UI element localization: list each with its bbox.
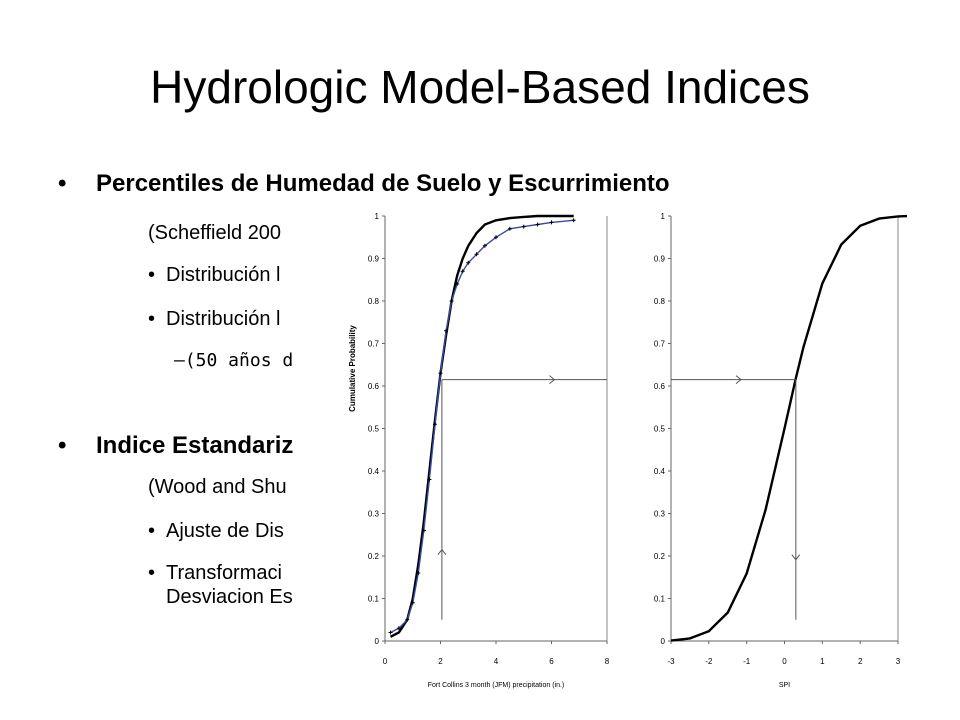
y-tick-label: 0.1	[368, 595, 380, 604]
sub-bullet-desviacion: Desviacion Es	[166, 586, 293, 608]
bullet-text: Ajuste de Dis	[166, 520, 284, 542]
x-tick-label: 8	[605, 657, 610, 666]
y-tick-label: 0.6	[654, 382, 666, 391]
slide-title: Hydrologic Model-Based Indices	[150, 61, 810, 113]
y-tick-label: 0.9	[368, 255, 380, 264]
y-tick-label: 0.3	[368, 510, 380, 519]
bullet-text: Distribución l	[166, 308, 281, 330]
guide-arrowhead	[549, 375, 556, 385]
y-tick-label: 0.8	[654, 297, 666, 306]
y-tick-label: 0.7	[654, 340, 666, 349]
ref-wood: (Wood and Shu	[148, 476, 287, 498]
bullet-text: Percentiles de Humedad de Suelo y Escurr…	[96, 170, 670, 197]
bullet-percentiles: • Percentiles de Humedad de Suelo y Escur…	[58, 170, 670, 198]
x-tick-label: 0	[782, 657, 787, 666]
guide-arrowhead	[735, 375, 742, 385]
bullet-dot: •	[148, 562, 156, 584]
y-tick-label: 0.7	[368, 340, 380, 349]
cdf-figure: 0 0.1 0.2 0.3 0.4 0.5 0.6 0.7 0.8 0.9 1 0 2 4 6 8 Fort C…	[343, 203, 910, 705]
spi-cdf-line	[670, 214, 910, 642]
y-tick-label: 0.6	[368, 382, 380, 391]
bullet-text: Indice Estandariz	[96, 432, 294, 459]
bullet-dot: •	[148, 264, 156, 286]
x-tick-label: -3	[667, 657, 675, 666]
x-tick-label: 0	[383, 657, 388, 666]
y-axis-label: Cumulative Probability	[348, 325, 357, 412]
y-tick-label: 0.3	[654, 510, 666, 519]
x-tick-label: 1	[820, 657, 825, 666]
y-tick-label: 0	[375, 637, 380, 646]
y-tick-label: 0.5	[368, 425, 380, 434]
sub-bullet-distribucion-2: • Distribución l	[148, 308, 280, 331]
x-tick-label: 2	[858, 657, 863, 666]
fitted-cdf-line	[389, 214, 574, 638]
guide-arrowhead	[791, 554, 801, 561]
y-tick-label: 0.2	[368, 552, 380, 561]
x-tick-label: 4	[494, 657, 499, 666]
y-tick-label: 0.5	[654, 425, 666, 434]
x-axis-label: Fort Collins 3 month (JFM) precipitation…	[428, 682, 565, 689]
x-tick-label: 6	[549, 657, 554, 666]
guide-arrowhead	[437, 548, 447, 556]
x-tick-label: -1	[743, 657, 751, 666]
bullet-dot: •	[148, 308, 156, 330]
y-tick-label: 1	[661, 212, 666, 221]
sub-bullet-ajuste: • Ajuste de Dis	[148, 520, 284, 543]
bullet-dot: •	[58, 170, 67, 197]
sub-sub-bullet-anos: –(50 años d	[174, 350, 294, 371]
y-tick-label: 0.1	[654, 595, 666, 604]
y-tick-label: 0.9	[654, 255, 666, 264]
y-tick-label: 0.8	[368, 297, 380, 306]
y-tick-label: 0	[661, 637, 666, 646]
bullet-text: Transformaci	[166, 562, 282, 584]
x-tick-label: 3	[896, 657, 901, 666]
x-tick-label: -2	[705, 657, 713, 666]
y-tick-label: 0.4	[368, 467, 380, 476]
y-tick-label: 0.4	[654, 467, 666, 476]
x-axis-label: SPI	[779, 682, 790, 689]
ref-scheffield: (Scheffield 200	[148, 222, 282, 244]
sub-bullet-transformacion: • Transformaci	[148, 562, 282, 585]
empirical-cdf-line	[390, 219, 574, 634]
y-tick-label: 0.2	[654, 552, 666, 561]
sub-bullet-distribucion-1: • Distribución l	[148, 264, 280, 287]
x-tick-label: 2	[438, 657, 443, 666]
cdf-charts-svg: 0 0.1 0.2 0.3 0.4 0.5 0.6 0.7 0.8 0.9 1 0 2 4 6 8 Fort C…	[348, 212, 910, 689]
y-tick-label: 1	[375, 212, 380, 221]
bullet-text: Distribución l	[166, 264, 281, 286]
bullet-indice: • Indice Estandariz	[58, 432, 293, 460]
bullet-dot: •	[148, 520, 156, 542]
bullet-dot: •	[58, 432, 67, 459]
